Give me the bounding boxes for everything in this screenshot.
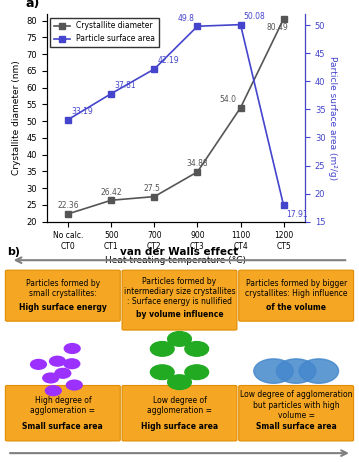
Text: Low degree of
agglomeration =: Low degree of agglomeration = xyxy=(147,395,212,415)
Particle surface area xyxy=(152,66,157,72)
Text: High surface area: High surface area xyxy=(141,422,218,431)
Circle shape xyxy=(46,386,61,395)
Text: a): a) xyxy=(26,0,40,10)
Circle shape xyxy=(43,373,59,383)
Circle shape xyxy=(150,341,174,356)
Particle surface area xyxy=(281,203,286,208)
Text: b): b) xyxy=(7,247,20,257)
Text: 17.91: 17.91 xyxy=(286,210,308,219)
Text: 33.19: 33.19 xyxy=(71,107,93,116)
Crystallite diameter xyxy=(66,211,70,217)
Circle shape xyxy=(150,365,174,379)
Text: 80.49: 80.49 xyxy=(267,23,289,32)
FancyBboxPatch shape xyxy=(5,270,120,321)
Text: Low degree of agglomeration
but particles with high
volume =: Low degree of agglomeration but particle… xyxy=(240,390,353,420)
Text: Small surface area: Small surface area xyxy=(256,422,336,431)
Text: Particles formed by
intermediary size crystallites
: Surface energy is nullified: Particles formed by intermediary size cr… xyxy=(124,277,235,306)
Legend: Crystallite diameter, Particle surface area: Crystallite diameter, Particle surface a… xyxy=(51,18,159,47)
FancyBboxPatch shape xyxy=(122,270,237,330)
Text: of the volume: of the volume xyxy=(266,304,326,312)
Circle shape xyxy=(185,341,209,356)
Text: 26.42: 26.42 xyxy=(100,188,122,197)
Crystallite diameter xyxy=(281,16,286,22)
Crystallite diameter xyxy=(109,197,113,203)
FancyArrowPatch shape xyxy=(16,257,345,263)
Circle shape xyxy=(66,380,82,390)
Circle shape xyxy=(254,359,293,383)
Text: High surface energy: High surface energy xyxy=(19,304,107,312)
Text: High degree of
agglomeration =: High degree of agglomeration = xyxy=(30,395,95,415)
Text: Particles formed by
small crystallites:: Particles formed by small crystallites: xyxy=(26,279,100,298)
FancyBboxPatch shape xyxy=(5,385,120,441)
FancyBboxPatch shape xyxy=(122,385,237,441)
Circle shape xyxy=(31,359,46,369)
FancyBboxPatch shape xyxy=(239,385,354,441)
Circle shape xyxy=(276,359,316,383)
Text: 34.88: 34.88 xyxy=(186,159,208,168)
Circle shape xyxy=(168,332,191,346)
Circle shape xyxy=(64,344,80,353)
Text: 42.19: 42.19 xyxy=(157,56,179,66)
Circle shape xyxy=(168,375,191,389)
Text: 50.08: 50.08 xyxy=(243,12,265,21)
Text: 22.36: 22.36 xyxy=(57,201,79,210)
Circle shape xyxy=(50,356,65,366)
FancyArrowPatch shape xyxy=(10,450,347,456)
Circle shape xyxy=(55,368,71,378)
Crystallite diameter xyxy=(195,169,200,175)
Crystallite diameter xyxy=(238,105,243,110)
FancyBboxPatch shape xyxy=(239,270,354,321)
Line: Crystallite diameter: Crystallite diameter xyxy=(65,16,286,217)
Particle surface area xyxy=(66,117,70,122)
Particle surface area xyxy=(238,22,243,27)
Text: 27.5: 27.5 xyxy=(143,184,160,193)
Circle shape xyxy=(299,359,339,383)
Crystallite diameter xyxy=(152,194,157,200)
Text: 37.81: 37.81 xyxy=(114,81,136,90)
Y-axis label: Crystallite diameter (nm): Crystallite diameter (nm) xyxy=(12,61,21,175)
Y-axis label: Particle surface area (m²/g): Particle surface area (m²/g) xyxy=(328,56,337,180)
Text: Small surface area: Small surface area xyxy=(23,422,103,431)
Particle surface area xyxy=(195,24,200,29)
Text: by volume influence: by volume influence xyxy=(136,310,223,319)
Text: 49.8: 49.8 xyxy=(178,14,195,23)
Circle shape xyxy=(185,365,209,379)
Text: 54.0: 54.0 xyxy=(220,95,237,104)
Line: Particle surface area: Particle surface area xyxy=(65,22,286,208)
Text: van der Walls effect: van der Walls effect xyxy=(120,247,239,257)
Text: Particles formed by bigger
crystallites: High influence: Particles formed by bigger crystallites:… xyxy=(245,279,348,298)
X-axis label: Heat treating temperature (°C): Heat treating temperature (°C) xyxy=(106,256,246,266)
Circle shape xyxy=(64,359,80,369)
Particle surface area xyxy=(109,91,113,97)
